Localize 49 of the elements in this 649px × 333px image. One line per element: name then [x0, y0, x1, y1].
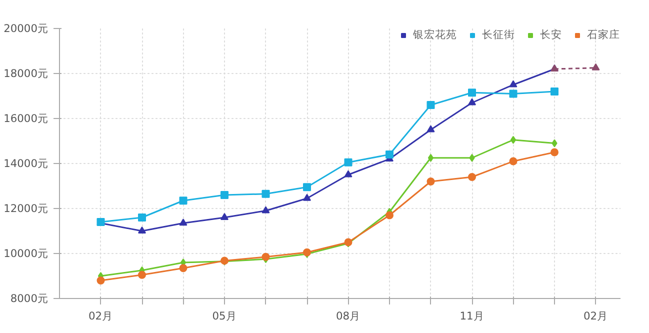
- point: [468, 88, 476, 97]
- point: [262, 252, 270, 261]
- point: [552, 139, 558, 148]
- legend-label: 长征街: [482, 28, 515, 42]
- point: [96, 276, 105, 284]
- legend-label: 长安: [540, 28, 562, 42]
- point: [386, 211, 394, 220]
- point: [138, 226, 146, 234]
- point: [220, 191, 228, 199]
- legend-label: 银宏花苑: [413, 28, 457, 42]
- legend-label: 石家庄: [587, 28, 620, 42]
- point: [510, 136, 516, 144]
- point: [468, 173, 476, 181]
- point: [344, 170, 352, 178]
- point: [426, 101, 435, 109]
- point: [509, 90, 518, 98]
- point: [386, 150, 394, 158]
- point: [138, 214, 146, 222]
- y-tick-label: 16000元: [4, 112, 49, 125]
- y-tick-label: 10000元: [4, 247, 49, 260]
- x-tick-label: 08月: [336, 310, 361, 322]
- point: [428, 154, 434, 162]
- point: [179, 196, 188, 205]
- point: [550, 148, 558, 156]
- point: [303, 183, 311, 192]
- point: [138, 270, 146, 279]
- point: [469, 154, 475, 162]
- point: [426, 178, 435, 186]
- point: [509, 157, 518, 166]
- y-tick-label: 8000元: [10, 292, 49, 305]
- point: [303, 194, 311, 201]
- point: [179, 264, 188, 272]
- point: [550, 88, 558, 96]
- point: [468, 98, 476, 106]
- point: [509, 80, 518, 88]
- point: [426, 125, 435, 132]
- x-tick-label: 02月: [88, 310, 114, 322]
- x-tick-label: 02月: [583, 310, 608, 322]
- x-tick-label: 05月: [212, 310, 237, 322]
- point: [262, 206, 270, 214]
- point: [179, 218, 188, 226]
- y-tick-label: 20000元: [4, 22, 49, 35]
- y-tick-label: 18000元: [4, 67, 49, 80]
- point: [344, 158, 352, 166]
- point: [220, 212, 228, 220]
- point: [262, 190, 270, 198]
- x-tick-label: 11月: [460, 310, 484, 322]
- y-tick-label: 12000元: [4, 202, 49, 215]
- y-tick-label: 14000元: [4, 157, 49, 170]
